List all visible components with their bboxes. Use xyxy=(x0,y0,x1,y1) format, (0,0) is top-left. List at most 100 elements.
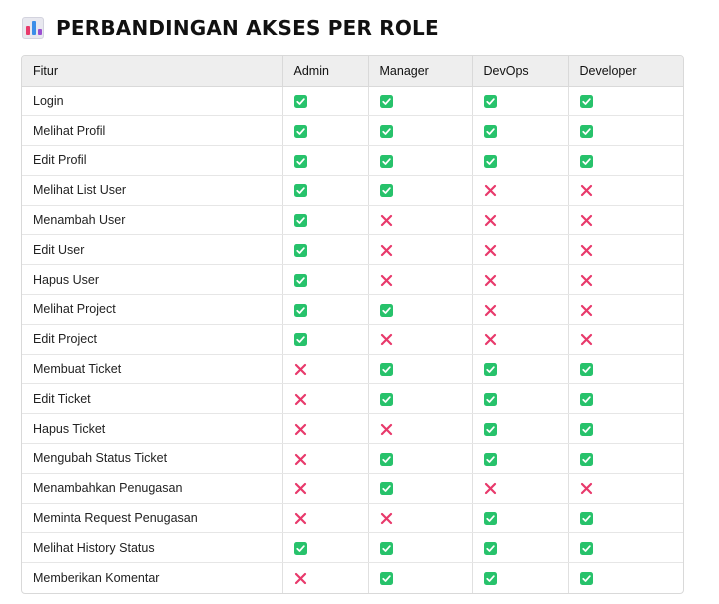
access-cell-devops xyxy=(472,443,569,474)
access-cell-devops xyxy=(472,115,569,147)
access-cell-admin xyxy=(282,383,369,415)
access-cell-developer xyxy=(568,86,683,117)
access-cell-developer xyxy=(568,413,683,445)
cross-mark-icon xyxy=(294,393,307,406)
cross-mark-icon xyxy=(484,304,497,317)
feature-cell: Edit Ticket xyxy=(22,383,283,415)
check-mark-icon xyxy=(293,154,307,168)
access-cell-admin xyxy=(282,473,369,504)
table-row: Melihat Project xyxy=(22,294,683,325)
table-body: Login Melihat Profil Edit Profil Melihat Li… xyxy=(22,86,683,593)
cross-mark-icon xyxy=(380,244,393,257)
table-row: Melihat History Status xyxy=(22,532,683,564)
access-cell-manager xyxy=(368,205,473,236)
cross-mark-icon xyxy=(484,214,497,227)
access-cell-admin xyxy=(282,115,369,147)
cross-mark-icon xyxy=(484,244,497,257)
cross-mark-icon xyxy=(294,572,307,585)
access-cell-manager xyxy=(368,413,473,445)
access-cell-admin xyxy=(282,145,369,176)
access-cell-devops xyxy=(472,473,569,504)
table-row: Melihat Profil xyxy=(22,115,683,147)
check-mark-icon xyxy=(483,422,497,436)
check-mark-icon xyxy=(579,572,593,585)
feature-cell: Hapus User xyxy=(22,264,283,296)
column-header-admin: Admin xyxy=(282,56,369,87)
cross-mark-icon xyxy=(380,274,393,287)
table-row: Hapus User xyxy=(22,264,683,296)
cross-mark-icon xyxy=(294,453,307,466)
check-mark-icon xyxy=(379,154,393,168)
column-header-manager: Manager xyxy=(368,56,473,87)
access-cell-admin xyxy=(282,532,369,564)
check-mark-icon xyxy=(293,273,307,287)
access-cell-admin xyxy=(282,562,369,593)
cross-mark-icon xyxy=(580,304,593,317)
cross-mark-icon xyxy=(294,512,307,525)
feature-cell: Menambah User xyxy=(22,205,283,236)
feature-cell: Edit Project xyxy=(22,324,283,355)
check-mark-icon xyxy=(293,124,307,138)
cross-mark-icon xyxy=(580,244,593,257)
check-mark-icon xyxy=(379,303,393,317)
access-cell-devops xyxy=(472,86,569,117)
check-mark-icon xyxy=(379,482,393,496)
table-row: Memberikan Komentar xyxy=(22,562,683,593)
cross-mark-icon xyxy=(380,333,393,346)
check-mark-icon xyxy=(579,363,593,377)
cross-mark-icon xyxy=(580,274,593,287)
table-row: Melihat List User xyxy=(22,175,683,206)
cross-mark-icon xyxy=(484,333,497,346)
feature-cell: Memberikan Komentar xyxy=(22,562,283,593)
table-row: Meminta Request Penugasan xyxy=(22,503,683,534)
access-cell-manager xyxy=(368,324,473,355)
table-row: Membuat Ticket xyxy=(22,354,683,385)
check-mark-icon xyxy=(293,333,307,347)
access-cell-admin xyxy=(282,264,369,296)
access-cell-developer xyxy=(568,205,683,236)
check-mark-icon xyxy=(293,214,307,228)
access-cell-developer xyxy=(568,383,683,415)
check-mark-icon xyxy=(379,541,393,555)
bar-chart-icon xyxy=(22,17,44,39)
access-cell-devops xyxy=(472,503,569,534)
access-cell-devops xyxy=(472,324,569,355)
access-cell-developer xyxy=(568,473,683,504)
access-cell-devops xyxy=(472,354,569,385)
check-mark-icon xyxy=(579,95,593,108)
access-cell-manager xyxy=(368,175,473,206)
access-cell-devops xyxy=(472,264,569,296)
cross-mark-icon xyxy=(294,363,307,376)
feature-cell: Melihat List User xyxy=(22,175,283,206)
access-cell-developer xyxy=(568,145,683,176)
check-mark-icon xyxy=(379,392,393,406)
access-cell-manager xyxy=(368,145,473,176)
cross-mark-icon xyxy=(484,184,497,197)
check-mark-icon xyxy=(293,243,307,257)
table-header-row: Fitur Admin Manager DevOps Developer xyxy=(22,56,683,87)
check-mark-icon xyxy=(579,422,593,436)
check-mark-icon xyxy=(483,154,497,168)
access-cell-developer xyxy=(568,354,683,385)
feature-cell: Hapus Ticket xyxy=(22,413,283,445)
access-cell-devops xyxy=(472,205,569,236)
check-mark-icon xyxy=(483,452,497,466)
cross-mark-icon xyxy=(294,482,307,495)
check-mark-icon xyxy=(483,512,497,526)
column-header-devops: DevOps xyxy=(472,56,569,87)
table-row: Edit Project xyxy=(22,324,683,355)
feature-cell: Melihat History Status xyxy=(22,532,283,564)
cross-mark-icon xyxy=(580,333,593,346)
check-mark-icon xyxy=(483,572,497,585)
access-cell-admin xyxy=(282,443,369,474)
check-mark-icon xyxy=(379,572,393,585)
cross-mark-icon xyxy=(580,184,593,197)
access-cell-admin xyxy=(282,324,369,355)
access-cell-admin xyxy=(282,413,369,445)
check-mark-icon xyxy=(579,392,593,406)
access-table-container: Fitur Admin Manager DevOps Developer Log… xyxy=(21,55,684,594)
access-cell-devops xyxy=(472,175,569,206)
check-mark-icon xyxy=(579,154,593,168)
check-mark-icon xyxy=(379,184,393,198)
check-mark-icon xyxy=(379,95,393,108)
